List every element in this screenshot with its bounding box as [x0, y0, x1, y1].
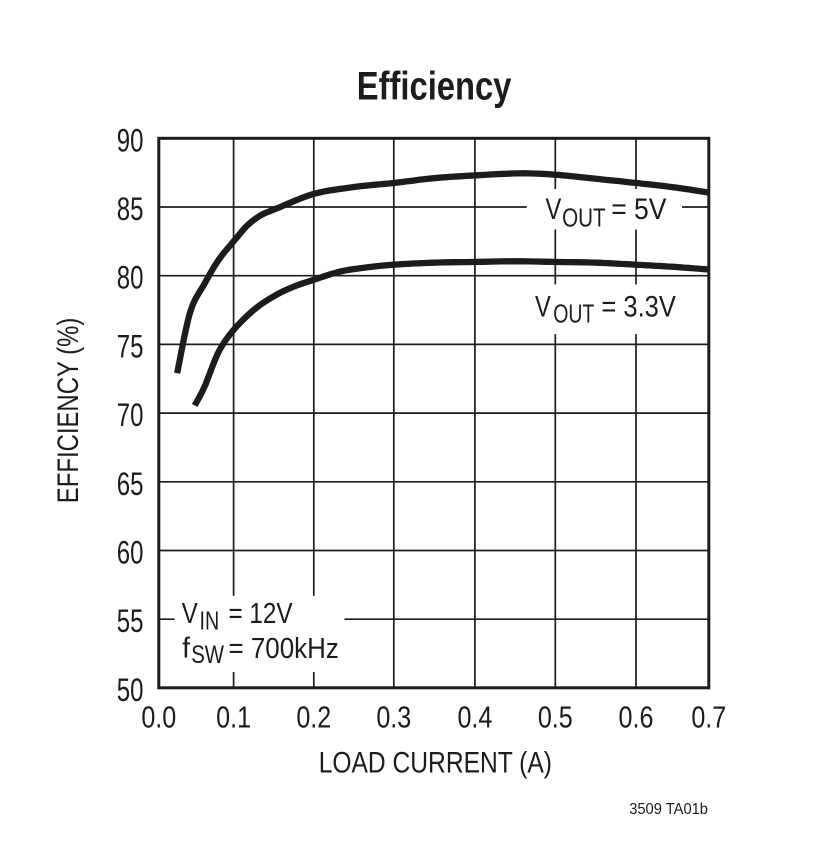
- svg-text:60: 60: [117, 535, 144, 571]
- svg-text:EFFICIENCY (%): EFFICIENCY (%): [52, 318, 85, 504]
- svg-text:50: 50: [117, 672, 144, 708]
- svg-text:= 12V: = 12V: [229, 598, 293, 630]
- svg-text:90: 90: [117, 122, 144, 158]
- svg-text:0.6: 0.6: [619, 700, 654, 735]
- svg-text:= 5V: = 5V: [611, 193, 666, 226]
- svg-text:f: f: [182, 633, 190, 665]
- svg-text:0.5: 0.5: [538, 700, 573, 735]
- svg-text:0.4: 0.4: [457, 700, 492, 735]
- svg-text:Efficiency: Efficiency: [357, 65, 512, 109]
- svg-text:SW: SW: [191, 641, 224, 669]
- svg-text:= 3.3V: = 3.3V: [601, 291, 676, 324]
- svg-text:IN: IN: [200, 608, 220, 636]
- svg-text:V: V: [546, 193, 562, 226]
- svg-text:0.2: 0.2: [296, 700, 331, 735]
- svg-text:80: 80: [117, 260, 144, 296]
- svg-text:V: V: [535, 291, 551, 324]
- svg-text:OUT: OUT: [553, 300, 594, 328]
- svg-text:75: 75: [117, 328, 144, 364]
- svg-text:0.3: 0.3: [376, 700, 411, 735]
- svg-text:0.0: 0.0: [141, 700, 176, 735]
- svg-text:OUT: OUT: [562, 204, 606, 232]
- svg-text:V: V: [182, 598, 198, 630]
- svg-text:LOAD CURRENT (A): LOAD CURRENT (A): [319, 746, 552, 779]
- svg-text:0.1: 0.1: [216, 700, 251, 735]
- svg-text:= 700kHz: = 700kHz: [229, 633, 339, 665]
- svg-text:3509 TA01b: 3509 TA01b: [629, 801, 708, 818]
- svg-text:65: 65: [117, 466, 144, 502]
- svg-text:55: 55: [117, 603, 144, 639]
- svg-text:0.7: 0.7: [691, 700, 726, 735]
- svg-text:70: 70: [117, 397, 144, 433]
- svg-text:85: 85: [117, 191, 144, 227]
